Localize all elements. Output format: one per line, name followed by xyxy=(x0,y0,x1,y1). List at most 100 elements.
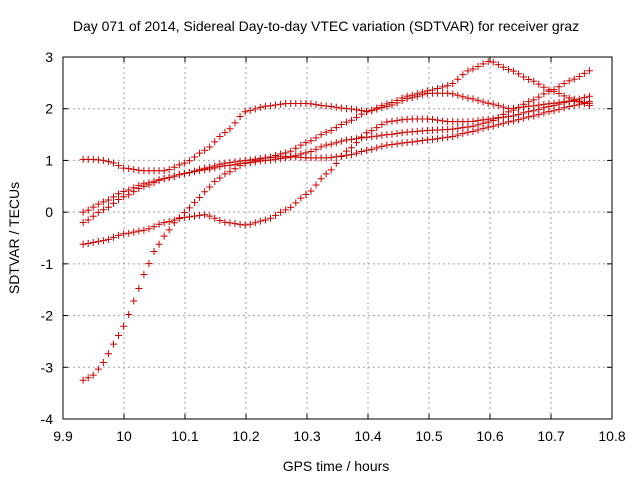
data-point xyxy=(398,129,406,137)
y-tick-label: -1 xyxy=(41,256,54,272)
data-point xyxy=(565,77,573,85)
data-point xyxy=(337,137,345,145)
data-point xyxy=(499,103,507,111)
data-point xyxy=(216,217,224,225)
data-point xyxy=(393,140,401,148)
data-point xyxy=(449,125,457,133)
data-point xyxy=(292,199,300,207)
data-point xyxy=(175,161,183,169)
data-point xyxy=(358,133,366,141)
data-point xyxy=(216,160,224,168)
data-point xyxy=(145,260,153,268)
data-point xyxy=(261,102,269,110)
plot-frame xyxy=(62,56,613,420)
data-point xyxy=(428,135,436,143)
data-point xyxy=(150,179,158,187)
data-point xyxy=(261,216,269,224)
data-point xyxy=(494,102,502,110)
data-point xyxy=(160,219,168,227)
data-point xyxy=(180,213,188,221)
data-point xyxy=(418,137,426,144)
data-point xyxy=(165,226,173,234)
data-point xyxy=(206,183,214,191)
series-sat-b xyxy=(79,89,593,175)
data-point xyxy=(191,198,199,206)
series-sat-c xyxy=(79,67,593,216)
data-point xyxy=(464,67,472,75)
x-tick-label: 10.6 xyxy=(476,428,503,444)
data-point xyxy=(246,220,254,228)
data-point xyxy=(479,60,487,68)
data-point xyxy=(266,102,274,110)
data-point xyxy=(211,162,219,170)
data-point xyxy=(570,75,578,83)
data-point xyxy=(115,196,123,204)
data-point xyxy=(383,141,391,149)
data-point xyxy=(135,227,143,235)
data-point xyxy=(130,228,138,236)
data-point xyxy=(170,163,178,171)
data-point xyxy=(469,95,477,103)
y-axis-ticks: -4 -3 -2 -1 0 1 2 3 xyxy=(41,49,612,427)
data-point xyxy=(489,122,497,130)
data-point xyxy=(398,97,406,105)
data-point xyxy=(120,193,128,201)
data-point xyxy=(115,161,123,169)
data-point xyxy=(504,113,512,121)
data-point xyxy=(160,175,168,183)
data-point xyxy=(94,156,102,164)
data-point xyxy=(292,144,300,152)
data-point xyxy=(509,112,517,120)
data-point xyxy=(337,152,345,160)
data-point xyxy=(383,102,391,110)
data-point xyxy=(110,159,118,167)
data-point xyxy=(307,137,315,145)
data-point xyxy=(540,104,548,112)
data-point xyxy=(130,297,138,305)
data-point xyxy=(368,145,376,153)
data-point xyxy=(307,100,315,108)
data-point xyxy=(413,92,421,100)
data-point xyxy=(185,204,193,212)
data-point xyxy=(110,233,118,241)
data-point xyxy=(221,159,229,167)
data-point xyxy=(266,214,274,222)
data-point xyxy=(104,196,112,204)
data-point xyxy=(378,120,386,128)
data-point xyxy=(297,194,305,202)
data-point xyxy=(135,166,143,174)
data-point xyxy=(545,87,553,95)
grid xyxy=(63,57,612,419)
data-point xyxy=(413,137,421,145)
data-point xyxy=(175,215,183,223)
data-point xyxy=(327,166,335,174)
data-point xyxy=(555,100,563,108)
data-point xyxy=(231,119,239,127)
data-point xyxy=(353,113,361,121)
data-point xyxy=(353,139,361,147)
data-point xyxy=(312,145,320,153)
data-point xyxy=(130,165,138,173)
data-point xyxy=(347,135,355,143)
data-point xyxy=(226,125,234,133)
data-point xyxy=(196,149,204,157)
data-point xyxy=(226,219,234,227)
series-sat-e xyxy=(79,92,593,248)
data-point xyxy=(94,208,102,216)
data-point xyxy=(337,120,345,128)
data-point xyxy=(120,322,128,330)
data-point xyxy=(545,102,553,110)
data-point xyxy=(555,90,563,98)
data-point xyxy=(312,101,320,109)
data-point xyxy=(454,124,462,132)
data-point xyxy=(388,117,396,125)
data-point xyxy=(84,239,92,247)
data-point xyxy=(241,221,249,229)
x-axis-ticks: 9.9 10 10.1 10.2 10.3 10.4 10.5 10.6 10.7 10.8 xyxy=(53,57,626,444)
data-point xyxy=(89,212,97,220)
data-point xyxy=(530,77,538,85)
data-point xyxy=(393,117,401,125)
data-point xyxy=(388,141,396,149)
data-point xyxy=(135,285,143,293)
